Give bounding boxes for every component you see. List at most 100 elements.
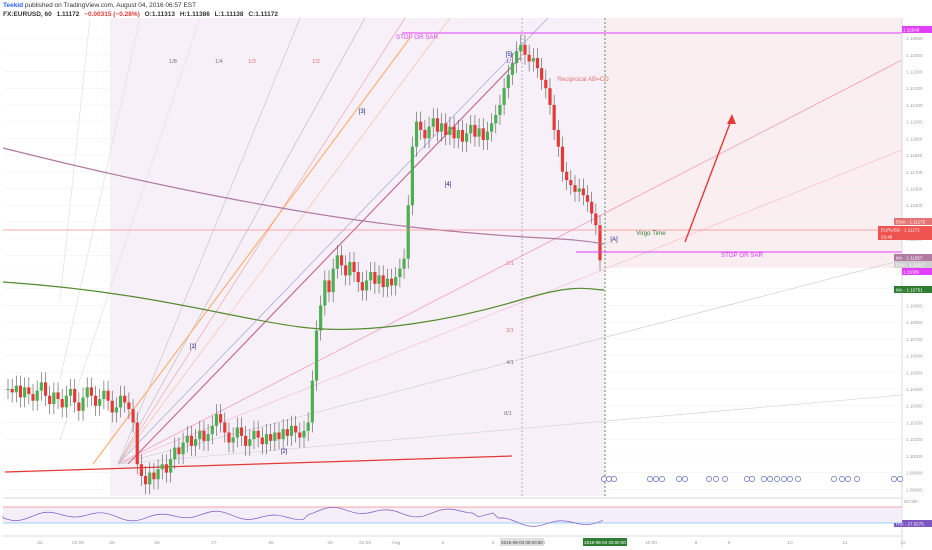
price-candle [202, 430, 206, 441]
price-candle [177, 447, 181, 455]
price-axis-tick: 1.10300 [906, 404, 923, 409]
price-candle [31, 394, 35, 401]
price-candle [264, 434, 269, 445]
economic-event-marker [744, 476, 750, 482]
price-candle [64, 395, 68, 408]
price-candle [481, 128, 485, 141]
projection-arrow [684, 117, 733, 243]
price-candle [439, 123, 444, 132]
price-candle [10, 389, 14, 393]
economic-event-marker [795, 476, 801, 482]
price-candle [198, 430, 202, 440]
price-candle [244, 435, 248, 446]
economic-event-marker [839, 476, 845, 482]
price-candle [269, 434, 273, 441]
gann-fan-line [117, 59, 903, 465]
price-candle [60, 399, 64, 408]
trend-channel-line [127, 57, 521, 465]
fan-zone-shade [110, 18, 605, 496]
price-candle [35, 390, 39, 401]
price-candle [581, 188, 585, 196]
price-change: −0.00315 (−0.28%) [84, 11, 140, 18]
price-candle [490, 123, 494, 132]
time-axis-tick: 2 [442, 540, 445, 546]
price-candle [323, 280, 327, 306]
price-candle [544, 79, 548, 89]
price-candle [552, 104, 556, 130]
price-candle [77, 402, 81, 411]
price-candle [452, 126, 456, 139]
price-candle [448, 126, 452, 135]
time-axis-tick: 10 [787, 540, 793, 546]
projection-arrow-head [727, 114, 736, 124]
price-candle [206, 434, 210, 441]
price-label-text: 1.12549 [903, 28, 920, 33]
price-axis-tick: 1.10200 [906, 420, 923, 425]
price-candle [427, 126, 431, 139]
price-label-badge [894, 254, 932, 261]
price-label-badge [878, 233, 932, 240]
price-candle [223, 422, 227, 433]
open-value: O:1.11313 [144, 11, 175, 18]
price-candle [189, 435, 194, 446]
time-axis-tick: 21:00 [359, 540, 371, 546]
time-axis-tick: Aug [392, 540, 401, 546]
price-axis-tick: 1.11600 [906, 186, 923, 191]
gann-fan-line [59, 17, 91, 301]
gann-fan-line [117, 149, 903, 465]
time-marker-box [583, 538, 627, 546]
gann-fan-line [117, 17, 366, 465]
price-label-badge [894, 261, 932, 268]
price-candle [369, 272, 373, 281]
price-candle [194, 439, 198, 446]
time-axis-tick: 9 [728, 540, 731, 546]
author-link[interactable]: Teekid [3, 2, 24, 9]
symbol-name[interactable]: FX:EURUSD, 60 [3, 11, 52, 18]
price-axis-tick: 1.10800 [906, 320, 923, 325]
price-candle [410, 146, 414, 206]
support-line [4, 455, 513, 473]
symbol-ohlc: FX:EURUSD, 60 1.11172 −0.00315 (−0.28%) … [3, 11, 281, 18]
projection-zone-shade [605, 18, 902, 268]
price-candle [498, 104, 502, 115]
price-candle [402, 258, 406, 269]
price-candle [494, 114, 498, 124]
price-candle [260, 437, 264, 445]
price-candle [160, 464, 164, 470]
chart-annotation: Reciprocal AB=CD [557, 76, 609, 83]
price-candle [423, 129, 427, 139]
price-candle [85, 387, 89, 398]
economic-event-marker [891, 476, 897, 482]
price-candle [585, 195, 590, 202]
price-candle [469, 124, 473, 134]
rsi-band [3, 507, 902, 523]
time-axis-tick: 12 [900, 540, 906, 546]
price-candle [168, 459, 173, 473]
gann-fan-label: 1/1 [506, 59, 514, 65]
gann-fan-line [117, 17, 451, 465]
price-candle [185, 435, 189, 443]
price-candle [519, 44, 523, 52]
time-axis-tick: 3 [492, 540, 495, 546]
price-candle [214, 414, 219, 426]
price-candle [73, 389, 77, 403]
price-label-text: RSI · 27.5575 [896, 522, 924, 527]
economic-event-marker [845, 476, 851, 482]
price-label-badge [878, 226, 932, 233]
price-candle [377, 275, 381, 284]
chart-annotation: STOP OR SAR [721, 252, 764, 259]
price-axis-tick: 1.10100 [906, 437, 923, 442]
price-candle [139, 464, 144, 476]
price-candle [248, 439, 252, 446]
price-candle [239, 427, 244, 436]
price-candle [135, 422, 139, 465]
gann-fan-label: 1/3 [248, 59, 256, 65]
close-value: C:1.11172 [248, 11, 278, 18]
price-axis-tick: 1.10500 [906, 370, 923, 375]
price-candle [344, 265, 348, 276]
price-candle [89, 387, 93, 396]
price-label-badge [894, 520, 932, 527]
price-candle [590, 201, 594, 214]
price-candle [431, 118, 435, 127]
